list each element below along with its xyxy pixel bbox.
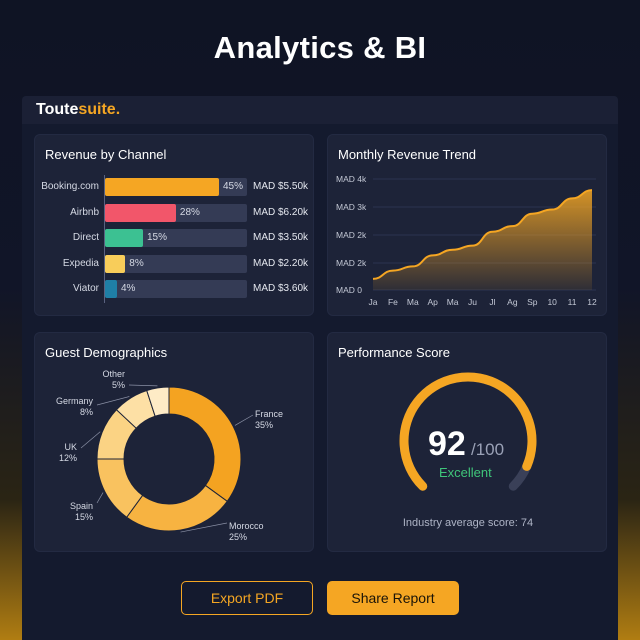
x-tick-label-5: Ju	[468, 297, 477, 307]
donut-label-country-3: UK	[64, 442, 77, 452]
bar-track-0: 45%	[105, 178, 247, 196]
monthly-revenue-trend-chart: MAD 4k MAD 3k MAD 2k MAD 2k MAD 0 Ja Fe Ma Ap Ma J…	[336, 174, 597, 307]
bar-track-2: 15%	[105, 229, 247, 247]
revenue-by-channel-card: Revenue by Channel Booking.com 45% MAD $5.…	[34, 134, 314, 316]
y-tick-label-3: MAD 2k	[336, 258, 367, 268]
bar-fill-2[interactable]	[105, 229, 143, 247]
leader-line-4	[96, 396, 130, 406]
x-tick-label-4: Ma	[447, 297, 459, 307]
bar-amount-1: MAD $6.20k	[253, 206, 309, 218]
donut-label-percent-3: 12%	[59, 453, 77, 463]
donut-label-country-1: Morocco	[229, 521, 264, 531]
x-tick-label-0: Ja	[369, 297, 378, 307]
performance-score-title: Performance Score	[338, 345, 450, 360]
guest-demographics-title: Guest Demographics	[45, 345, 168, 360]
bar-track-4: 4%	[105, 280, 247, 298]
leader-line-2	[96, 492, 104, 504]
bar-amount-3: MAD $2.20k	[253, 257, 309, 269]
page-title: Analytics & BI	[213, 30, 427, 65]
brand-logo[interactable]: Toutesuite.	[36, 101, 120, 119]
bar-axis-line	[104, 175, 105, 303]
donut-slice-morocco[interactable]	[125, 484, 228, 532]
app-window: Toutesuite. Revenue by Channel Booking.c…	[22, 96, 618, 640]
x-tick-label-3: Ap	[428, 297, 439, 307]
x-tick-label-2: Ma	[407, 297, 419, 307]
leader-line-3	[80, 431, 101, 449]
y-tick-label-2: MAD 2k	[336, 230, 367, 240]
performance-gauge	[399, 372, 537, 491]
score-rating: Excellent	[439, 465, 492, 480]
donut-slice-other[interactable]	[146, 386, 170, 417]
y-tick-label-4: MAD 0	[336, 285, 362, 295]
bar-label-3: Expedia	[62, 257, 99, 269]
donut-slice-france[interactable]	[168, 386, 242, 503]
brand-name-part1: Toute	[36, 101, 79, 118]
x-tick-label-11: 12	[587, 297, 597, 307]
bar-percent-0: 45%	[223, 181, 244, 192]
x-tick-label-8: Sp	[527, 297, 538, 307]
bar-percent-4: 4%	[121, 283, 136, 294]
performance-score-card: Performance Score 92 /100 Excellent Indu…	[327, 332, 607, 552]
x-tick-label-7: Ag	[507, 297, 518, 307]
donut-label-percent-1: 25%	[229, 532, 247, 542]
score-value: 92	[428, 425, 466, 463]
bar-label-2: Direct	[72, 232, 99, 243]
bar-fill-4[interactable]	[105, 280, 117, 298]
trend-line[interactable]	[372, 189, 593, 280]
donut-label-percent-0: 35%	[255, 420, 273, 430]
bar-percent-2: 15%	[147, 232, 168, 243]
score-denominator: /100	[471, 440, 505, 459]
monthly-revenue-trend-title: Monthly Revenue Trend	[338, 147, 477, 162]
donut-label-country-0: France	[255, 409, 283, 419]
donut-label-percent-5: 5%	[112, 380, 125, 390]
bar-amount-0: MAD $5.50k	[253, 181, 309, 192]
share-report-button[interactable]: Share Report	[327, 581, 459, 615]
monthly-revenue-trend-card: Monthly Revenue Trend MAD 4k MAD 3k MAD 2k…	[327, 134, 607, 316]
revenue-by-channel-title: Revenue by Channel	[45, 147, 167, 162]
x-tick-label-10: 11	[568, 297, 577, 307]
bar-amount-2: MAD $3.50k	[253, 232, 309, 243]
bar-fill-0[interactable]	[105, 178, 219, 196]
donut-label-percent-4: 8%	[80, 407, 93, 417]
bar-label-0: Booking.com	[41, 181, 99, 192]
leader-line-1	[180, 522, 228, 533]
x-tick-label-6: Jl	[489, 297, 495, 307]
bar-track-3: 8%	[105, 254, 247, 273]
donut-label-country-5: Other	[102, 369, 125, 379]
industry-average-text: Industry average score: 74	[402, 517, 534, 529]
donut-label-percent-2: 15%	[75, 512, 93, 522]
bar-fill-3[interactable]	[105, 254, 126, 273]
guest-demographics-card: Guest Demographics France 35% Morocco 25% Sp…	[34, 332, 314, 552]
bar-label-1: Airbnb	[70, 206, 99, 218]
export-pdf-button[interactable]: Export PDF	[181, 581, 313, 615]
x-tick-label-9: 10	[547, 297, 557, 307]
donut-label-country-4: Germany	[56, 396, 94, 406]
bar-percent-3: 8%	[129, 257, 144, 269]
bar-label-4: Viator	[73, 283, 99, 294]
leader-line-0	[234, 414, 254, 426]
y-tick-label-0: MAD 4k	[336, 174, 367, 184]
y-tick-label-1: MAD 3k	[336, 202, 367, 212]
donut-label-country-2: Spain	[70, 501, 93, 511]
gauge-fill	[399, 372, 537, 491]
bar-amount-4: MAD $3.60k	[253, 283, 309, 294]
leader-line-5	[128, 384, 158, 387]
bar-track-1: 28%	[105, 203, 247, 222]
x-tick-label-1: Fe	[388, 297, 398, 307]
app-header: Toutesuite.	[22, 96, 618, 124]
brand-name-part2: suite.	[78, 101, 121, 118]
bar-percent-1: 28%	[179, 206, 200, 218]
bar-fill-1[interactable]	[105, 203, 176, 222]
